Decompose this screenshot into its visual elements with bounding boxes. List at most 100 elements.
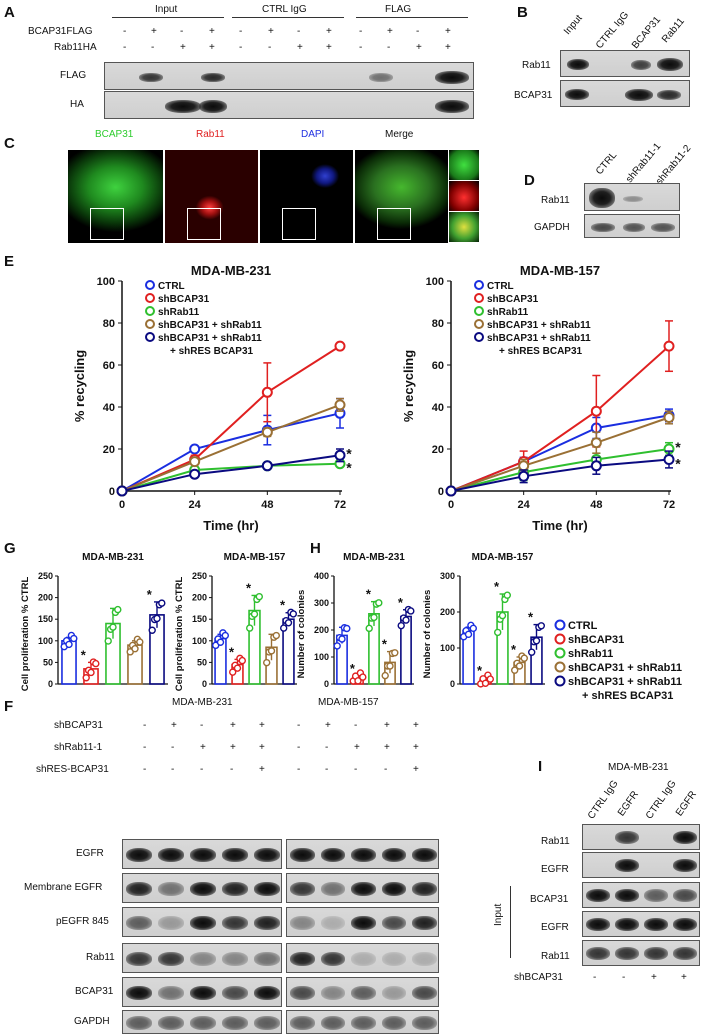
sign-bcap31flag: - [416,26,420,37]
lane-label: EGFR [616,789,641,819]
y-tick-label: 200 [38,593,53,603]
data-point [289,610,298,618]
data-point [279,624,288,632]
band [254,848,280,862]
blot-label-bcap31: BCAP31 [514,90,553,101]
chart-h-mda-mb-157: MDA-MB-157 0 100 200 300 Number of colonies * *… [422,552,546,689]
band [381,882,407,896]
sign-bcap31flag: - [180,26,184,37]
blot [122,977,282,1007]
band [351,882,376,896]
band [290,986,315,1000]
y-tick-label: 100 [192,636,207,646]
legend-marker [474,280,484,290]
significance-star: * [528,610,534,625]
y-tick-label: 200 [192,593,207,603]
band [381,952,407,966]
chart-title: MDA-MB-157 [520,263,600,278]
blot-label-rab11: Rab11 [522,60,551,71]
panel-letter-e: E [4,253,15,270]
data-point [503,591,512,599]
blot-label-egfr: EGFR [541,864,569,875]
panel-letter-c: C [4,135,15,152]
band [222,952,248,966]
y-tick-label: 100 [426,276,444,288]
significance-star: * [147,587,153,602]
legend-label: shBCAP31 + shRab11 [568,662,682,674]
data-point [229,668,237,676]
sign-cell: + [230,720,236,731]
micrograph-bcap31 [68,150,163,243]
band [158,986,184,1000]
band [126,986,152,1000]
data-point [381,671,389,680]
legend-marker [554,619,566,631]
lane-label: CTRL IgG [644,778,679,822]
data-point [370,613,378,622]
cell-line-label: MDA-MB-231 [172,697,233,708]
cell-line-label: MDA-MB-231 [608,762,669,773]
band [320,952,346,966]
y-tick-label: 300 [440,571,455,581]
band [320,916,346,930]
data-point [136,638,144,646]
sign-rab11ha: + [209,42,215,53]
chart-g-mda-mb-231: MDA-MB-231 0 50 100 150 200 250 Cell proliferat… [20,552,168,691]
legend-label: + shRES BCAP31 [582,690,673,702]
blot-label-flag: FLAG [60,70,87,81]
data-point [334,449,346,461]
legend-label: shRab11 [487,307,529,318]
lane-label: Input [562,12,585,38]
data-point [663,454,675,465]
sign-rab11ha: - [123,42,127,53]
sign-cell: - [171,764,175,775]
series-line [121,403,341,492]
band [615,859,639,872]
channel-label-merge: Merge [385,129,414,140]
y-tick-label: 200 [314,625,329,635]
y-tick-label: 0 [202,679,207,689]
data-point [518,460,530,472]
legend-marker [554,675,566,687]
sign-cell: - [325,742,329,753]
sign-cell: - [143,764,147,775]
data-point [391,649,399,657]
blot-ha [104,91,474,119]
sign-cell: - [354,720,358,731]
chart-title: MDA-MB-157 [472,552,534,563]
y-axis-label: Number of colonies [422,590,433,679]
band [412,1016,437,1030]
y-tick-label: 0 [438,486,444,498]
blot-label-rab11: Rab11 [541,951,570,962]
band [351,1016,376,1030]
band [290,1016,315,1030]
data-point [527,648,536,656]
band [158,882,184,896]
sign-cell: + [681,972,687,983]
band [222,986,248,1000]
band [673,947,697,960]
data-point [493,628,502,637]
legend-g-h: CTRL shBCAP31 shRab11 shBCAP31 + shRab11 shB… [554,619,682,702]
legend-marker [145,306,155,316]
band [615,831,639,844]
data-point [109,623,117,631]
sign-rab11ha: + [180,42,186,53]
band [381,1016,407,1030]
legend-label: shRab11 [568,648,613,660]
sign-bcap31flag: - [123,26,127,37]
blot [286,873,439,903]
data-point [221,631,229,640]
x-tick-label: 48 [590,499,602,511]
band [673,918,697,931]
x-tick-label: 24 [189,499,202,511]
blot-d-gapdh [584,214,680,238]
y-tick-label: 40 [103,402,115,414]
sign-cell: + [413,764,419,775]
y-tick-label: 250 [38,571,53,581]
blot [582,824,700,850]
panel-letter-d: D [524,172,535,189]
band [222,848,248,862]
legend-label: shBCAP31 [568,634,624,646]
band [126,952,152,966]
